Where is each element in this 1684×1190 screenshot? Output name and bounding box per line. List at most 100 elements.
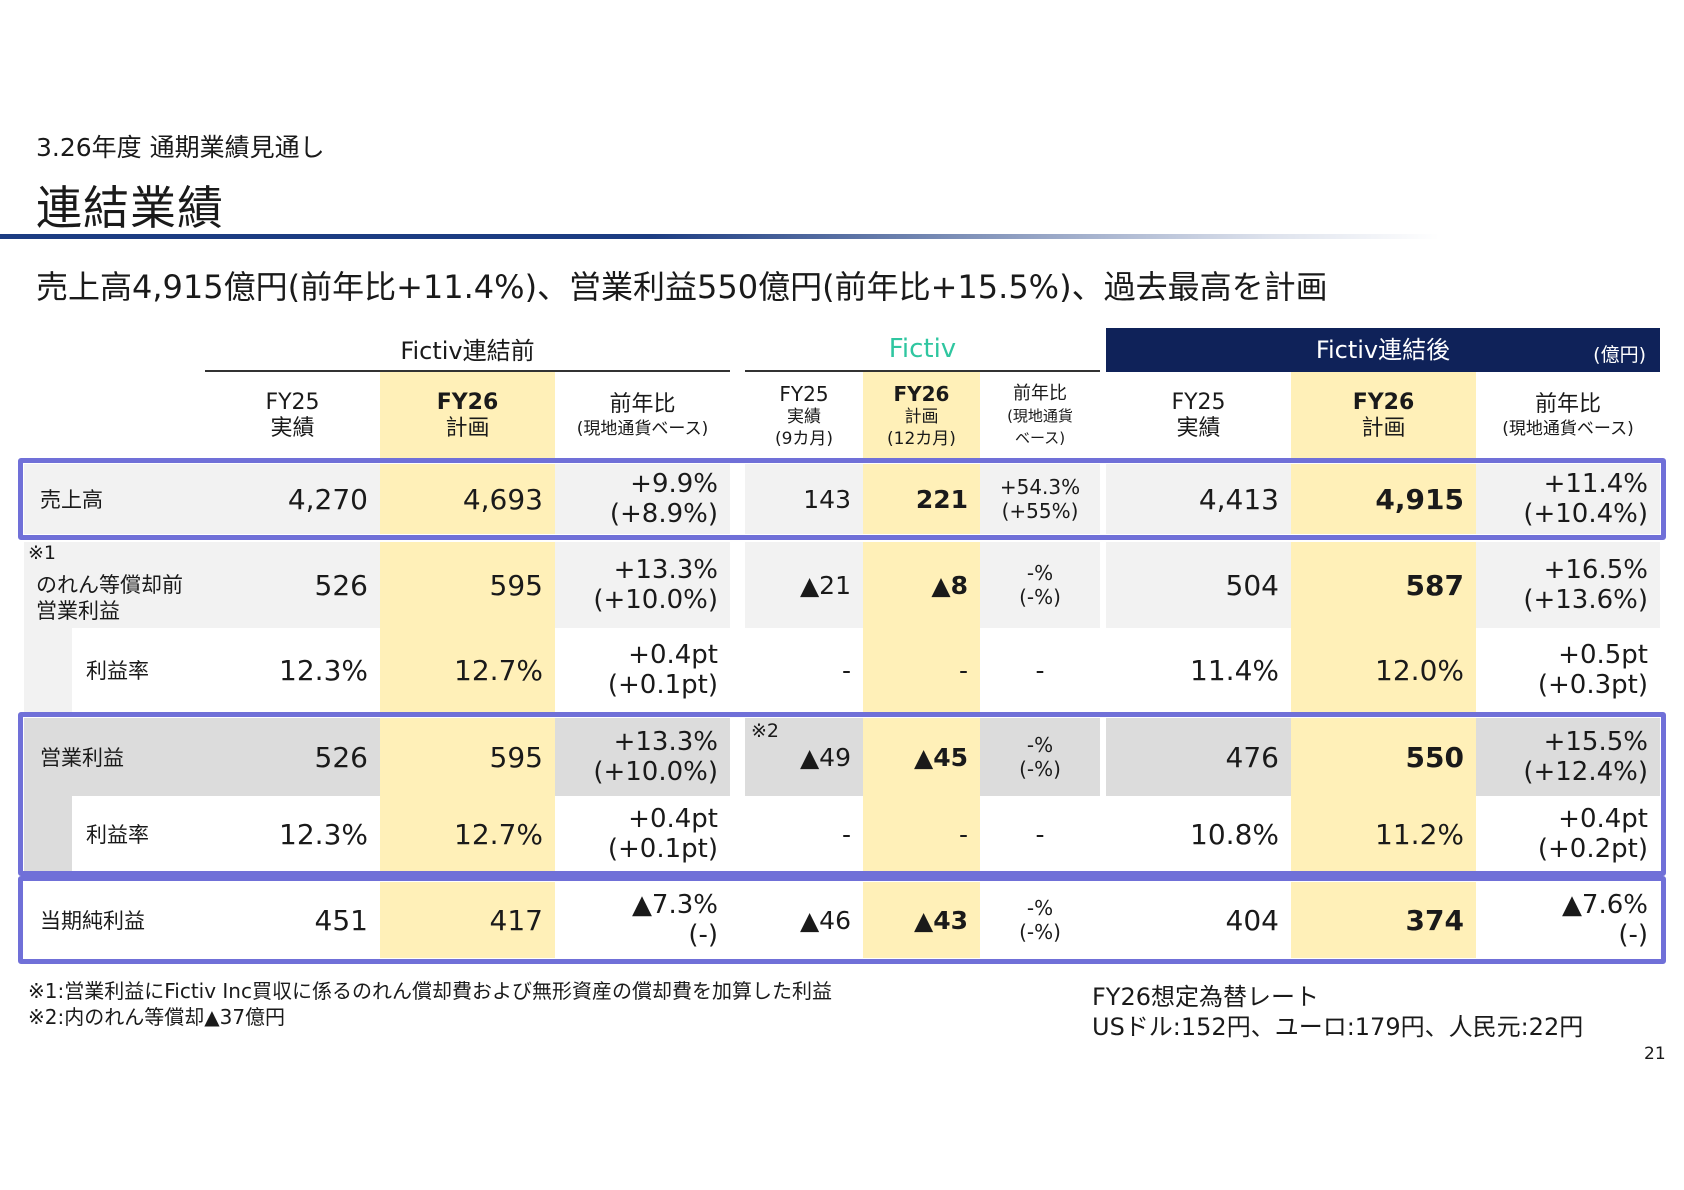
yoy-local: (-%) bbox=[1019, 585, 1061, 609]
header-fy25-label: FY25 bbox=[1171, 390, 1226, 415]
yoy-local: (+10.0%) bbox=[593, 757, 718, 787]
cell-opmargin-before-fy26: 12.7% bbox=[380, 796, 555, 872]
yoy-value: +16.5% bbox=[1543, 555, 1648, 585]
header-fy26-label: FY26 bbox=[436, 390, 499, 415]
page-number: 21 bbox=[1644, 1044, 1666, 1064]
cell-op-fictiv-yoy: -% (-%) bbox=[980, 718, 1100, 796]
header-before-yoy: 前年比 (現地通貨ベース) bbox=[555, 372, 730, 460]
cell-op-fictiv-fy25: ※2 ▲49 bbox=[745, 718, 863, 796]
cell-preop-fictiv-yoy: -% (-%) bbox=[980, 542, 1100, 628]
header-fy25-label: FY25 bbox=[265, 390, 320, 415]
cell-premargin-before-yoy: +0.4pt (+0.1pt) bbox=[555, 628, 730, 712]
cell-sales-before-yoy: +9.9% (+8.9%) bbox=[555, 464, 730, 534]
group-after-label: Fictiv連結後 bbox=[1315, 336, 1451, 364]
row-op-label: 営業利益 bbox=[24, 718, 205, 796]
yoy-local: (-) bbox=[688, 920, 718, 950]
row-sales-label: 売上高 bbox=[24, 464, 205, 534]
cell-preop-after-yoy: +16.5% (+13.6%) bbox=[1476, 542, 1660, 628]
header-fy26-sub: 計画 bbox=[1361, 416, 1406, 441]
cell-premargin-fictiv-fy26: - bbox=[863, 628, 980, 712]
yoy-local: (+55%) bbox=[1001, 499, 1079, 523]
cell-opmargin-before-fy25: 12.3% bbox=[279, 817, 368, 851]
header-yoy-sub: (現地通貨ベース) bbox=[1502, 419, 1634, 439]
header-fictiv-yoy: 前年比 (現地通貨 ベース) bbox=[980, 372, 1100, 460]
cell-sales-before-fy26: 4,693 bbox=[380, 464, 555, 534]
yoy-local: (+0.3pt) bbox=[1537, 670, 1648, 700]
header-fy26-sub: 計画 bbox=[904, 406, 939, 427]
row-preop-label: のれん等償却前 営業利益 bbox=[36, 572, 183, 624]
cell-opmargin-before-yoy: +0.4pt (+0.1pt) bbox=[555, 796, 730, 872]
header-yoy-sub2: ベース) bbox=[1014, 429, 1066, 447]
cell-preop-after-fy26: 587 bbox=[1291, 542, 1476, 628]
yoy-local: (+0.1pt) bbox=[607, 834, 718, 864]
cell-opmargin-after-yoy: +0.4pt (+0.2pt) bbox=[1476, 796, 1660, 872]
yoy-local: (+13.6%) bbox=[1523, 585, 1648, 615]
highlight-box-operating-profit bbox=[18, 712, 1666, 876]
cell-opmargin-fictiv-yoy: - bbox=[1035, 819, 1045, 849]
row-preop-label-line1: のれん等償却前 bbox=[36, 573, 183, 597]
yoy-value: -% bbox=[1026, 733, 1054, 757]
footnote-1: ※1:営業利益にFictiv Inc買収に係るのれん償却費および無形資産の償却費… bbox=[28, 979, 832, 1003]
yoy-value: +0.4pt bbox=[628, 640, 718, 670]
cell-premargin-after-fy26: 12.0% bbox=[1291, 628, 1476, 712]
cell-premargin-after-yoy: +0.5pt (+0.3pt) bbox=[1476, 628, 1660, 712]
cell-opmargin-fictiv-fy25: - bbox=[841, 819, 851, 849]
cell-net-fictiv-fy26: ▲43 bbox=[863, 882, 980, 958]
cell-sales-fictiv-fy26: 221 bbox=[863, 464, 980, 534]
unit-label: (億円) bbox=[1593, 344, 1646, 366]
cell-opmargin-after-fy26: 11.2% bbox=[1291, 796, 1476, 872]
cell-sales-after-yoy: +11.4% (+10.4%) bbox=[1476, 464, 1660, 534]
highlight-box-sales bbox=[18, 458, 1666, 540]
header-yoy-label: 前年比 bbox=[609, 392, 676, 417]
fx-rates: FY26想定為替レート USドル:152円、ユーロ:179円、人民元:22円 bbox=[1092, 982, 1583, 1042]
yoy-value: -% bbox=[1026, 561, 1054, 585]
cell-net-before-fy26: 417 bbox=[380, 882, 555, 958]
fx-title: FY26想定為替レート bbox=[1092, 983, 1320, 1011]
row-net-label: 当期純利益 bbox=[40, 909, 145, 933]
yoy-value: +11.4% bbox=[1543, 469, 1648, 499]
yoy-value: +13.3% bbox=[613, 555, 718, 585]
indent-bar bbox=[24, 796, 72, 872]
cell-net-after-yoy: ▲7.6% (-) bbox=[1476, 882, 1660, 958]
title-underline bbox=[0, 234, 1440, 239]
row-preop-label-cell: ※1 のれん等償却前 営業利益 bbox=[24, 542, 205, 628]
cell-op-before-yoy: +13.3% (+10.0%) bbox=[555, 718, 730, 796]
header-fy26-sub: 計画 bbox=[445, 416, 490, 441]
cell-sales-after-fy25: 4,413 bbox=[1106, 464, 1291, 534]
group-before-label: Fictiv連結前 bbox=[400, 337, 535, 365]
cell-preop-after-fy25: 504 bbox=[1106, 542, 1291, 628]
row-opmargin-label: 利益率 bbox=[86, 823, 149, 847]
yoy-value: +13.3% bbox=[613, 727, 718, 757]
yoy-value: +0.4pt bbox=[1558, 804, 1648, 834]
header-fy25-label: FY25 bbox=[779, 381, 829, 406]
note-mark-1: ※1 bbox=[28, 542, 57, 564]
yoy-local: (+10.0%) bbox=[593, 585, 718, 615]
group-fictiv-label: Fictiv bbox=[888, 334, 957, 364]
cell-net-after-fy26: 374 bbox=[1291, 882, 1476, 958]
yoy-value: +0.4pt bbox=[628, 804, 718, 834]
yoy-local: (+0.2pt) bbox=[1537, 834, 1648, 864]
cell-op-fictiv-fy25-value: ▲49 bbox=[799, 742, 851, 772]
header-fy26-period: (12カ月) bbox=[887, 428, 956, 449]
header-after-fy26: FY26 計画 bbox=[1291, 372, 1476, 460]
cell-preop-fictiv-fy26: ▲8 bbox=[863, 542, 980, 628]
group-before-line bbox=[205, 370, 730, 372]
cell-preop-before-fy26: 595 bbox=[380, 542, 555, 628]
cell-premargin-fictiv-yoy: - bbox=[1035, 655, 1045, 685]
cell-net-fictiv-yoy: -% (-%) bbox=[980, 882, 1100, 958]
yoy-local: (+10.4%) bbox=[1523, 499, 1648, 529]
cell-op-after-fy25: 476 bbox=[1106, 718, 1291, 796]
row-preop-label-line2: 営業利益 bbox=[36, 599, 120, 623]
header-fy25-sub: 実績 bbox=[787, 406, 821, 427]
page-title: 連結業績 bbox=[36, 181, 224, 235]
yoy-value: +0.5pt bbox=[1558, 640, 1648, 670]
cell-premargin-before-fy25: 12.3% bbox=[279, 653, 368, 687]
cell-sales-after-fy26: 4,915 bbox=[1291, 464, 1476, 534]
yoy-local: (-%) bbox=[1019, 920, 1061, 944]
cell-op-before-fy26: 595 bbox=[380, 718, 555, 796]
header-after-fy25: FY25 実績 bbox=[1106, 372, 1291, 460]
header-after-yoy: 前年比 (現地通貨ベース) bbox=[1476, 372, 1660, 460]
cell-net-fictiv-fy25: ▲46 bbox=[799, 905, 851, 935]
yoy-local: (-) bbox=[1618, 920, 1648, 950]
footnotes: ※1:営業利益にFictiv Inc買収に係るのれん償却費および無形資産の償却費… bbox=[28, 978, 832, 1030]
